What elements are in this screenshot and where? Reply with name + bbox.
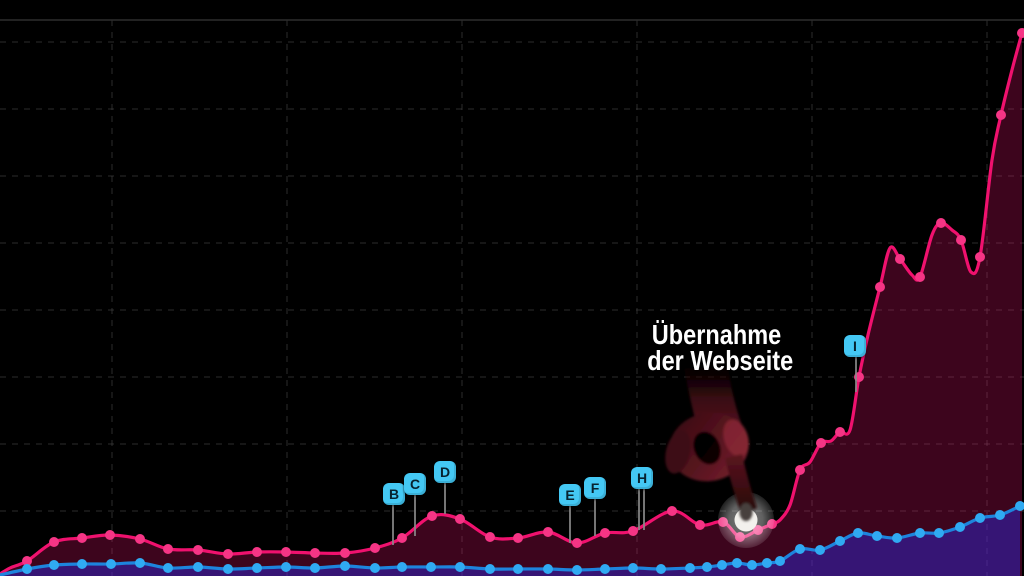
pink-series-dot bbox=[193, 545, 203, 555]
blue-series-dot bbox=[310, 563, 320, 573]
pink-series-dot bbox=[695, 520, 705, 530]
blue-series-dot bbox=[795, 544, 805, 554]
pink-series-dot bbox=[915, 272, 925, 282]
blue-series-dot bbox=[193, 562, 203, 572]
pink-series-dot bbox=[223, 549, 233, 559]
pink-series-dot bbox=[600, 528, 610, 538]
blue-series-dot bbox=[815, 545, 825, 555]
pink-series-area bbox=[0, 33, 1022, 576]
blue-series-dot bbox=[397, 562, 407, 572]
blue-series-dot bbox=[163, 563, 173, 573]
blue-series-dot bbox=[685, 563, 695, 573]
pink-series-dot bbox=[340, 548, 350, 558]
blue-series-dot bbox=[702, 562, 712, 572]
pink-series-dot bbox=[835, 427, 845, 437]
blue-series-area bbox=[0, 506, 1020, 576]
blue-series-dot bbox=[747, 560, 757, 570]
pink-series-dot bbox=[956, 235, 966, 245]
blue-series-dot bbox=[513, 564, 523, 574]
pink-series-dot bbox=[795, 465, 805, 475]
pink-series-dot bbox=[163, 544, 173, 554]
pink-series-dot bbox=[370, 543, 380, 553]
pink-series-dot bbox=[975, 252, 985, 262]
blue-series-dot bbox=[340, 561, 350, 571]
pink-series-dot bbox=[485, 532, 495, 542]
hand-index-finger bbox=[725, 454, 757, 514]
hand-image bbox=[665, 364, 757, 521]
blue-series-dot bbox=[49, 560, 59, 570]
blue-series-dot bbox=[717, 560, 727, 570]
pink-series-dot bbox=[936, 218, 946, 228]
blue-series-dot bbox=[975, 513, 985, 523]
blue-series-dot bbox=[1015, 501, 1024, 511]
pink-series-dot bbox=[77, 533, 87, 543]
blue-series-dot bbox=[835, 536, 845, 546]
blue-series-dot bbox=[485, 564, 495, 574]
blue-series-dot bbox=[732, 558, 742, 568]
pink-series-dot bbox=[49, 537, 59, 547]
grid-layer bbox=[0, 19, 1024, 576]
pink-series-dot bbox=[455, 514, 465, 524]
blue-series-dot bbox=[955, 522, 965, 532]
pink-series-dot bbox=[572, 538, 582, 548]
blue-series-dot bbox=[252, 563, 262, 573]
blue-series-dot bbox=[77, 559, 87, 569]
blue-series-dot bbox=[628, 563, 638, 573]
pink-series-dot bbox=[854, 372, 864, 382]
blue-series-dot bbox=[426, 562, 436, 572]
pink-series-dot bbox=[105, 530, 115, 540]
hand-knuckle-highlight bbox=[723, 419, 749, 457]
blue-series-dot bbox=[853, 528, 863, 538]
blue-series-dot bbox=[106, 559, 116, 569]
blue-series-dot bbox=[775, 556, 785, 566]
pink-series-dot bbox=[996, 110, 1006, 120]
blue-series-dot bbox=[281, 562, 291, 572]
pink-series-dot bbox=[628, 526, 638, 536]
pink-series-dot bbox=[667, 506, 677, 516]
blue-series-dot bbox=[22, 564, 32, 574]
hand-fingertip bbox=[739, 503, 753, 521]
blue-series-dot bbox=[762, 558, 772, 568]
blue-series-dot bbox=[656, 564, 666, 574]
hand-thumb bbox=[665, 430, 691, 474]
pink-series-dot bbox=[1017, 28, 1024, 38]
callout-line-2: der Webseite bbox=[647, 345, 794, 376]
pink-series-dot bbox=[895, 254, 905, 264]
pink-series-dot bbox=[427, 511, 437, 521]
hand-gap-hole bbox=[693, 431, 721, 465]
pink-series-dot bbox=[875, 282, 885, 292]
blue-series-dot bbox=[572, 565, 582, 575]
blue-series-dot bbox=[223, 564, 233, 574]
blue-series-dots bbox=[22, 501, 1024, 575]
pink-series-dot bbox=[135, 534, 145, 544]
callout-line-1: Übernahme bbox=[651, 319, 782, 350]
blue-series-dot bbox=[600, 564, 610, 574]
blue-series-dot bbox=[934, 528, 944, 538]
pink-series-dot bbox=[22, 556, 32, 566]
blue-series-dot bbox=[543, 564, 553, 574]
blue-series-dot bbox=[135, 558, 145, 568]
blue-series-dot bbox=[892, 533, 902, 543]
pink-series-dot bbox=[252, 547, 262, 557]
pink-series-dots bbox=[22, 28, 1024, 566]
pink-series-dot bbox=[281, 547, 291, 557]
blue-series-dot bbox=[455, 562, 465, 572]
pink-series-dot bbox=[310, 548, 320, 558]
pink-series-dot bbox=[513, 533, 523, 543]
pink-series-dot bbox=[816, 438, 826, 448]
blue-series-dot bbox=[915, 528, 925, 538]
pink-series-dot bbox=[543, 527, 553, 537]
blue-series-dot bbox=[995, 510, 1005, 520]
blue-series-dot bbox=[370, 563, 380, 573]
chart-layers bbox=[0, 19, 1024, 576]
pink-series-dot bbox=[397, 533, 407, 543]
blue-series-dot bbox=[872, 531, 882, 541]
callout-text: Übernahme der Webseite bbox=[647, 319, 794, 376]
